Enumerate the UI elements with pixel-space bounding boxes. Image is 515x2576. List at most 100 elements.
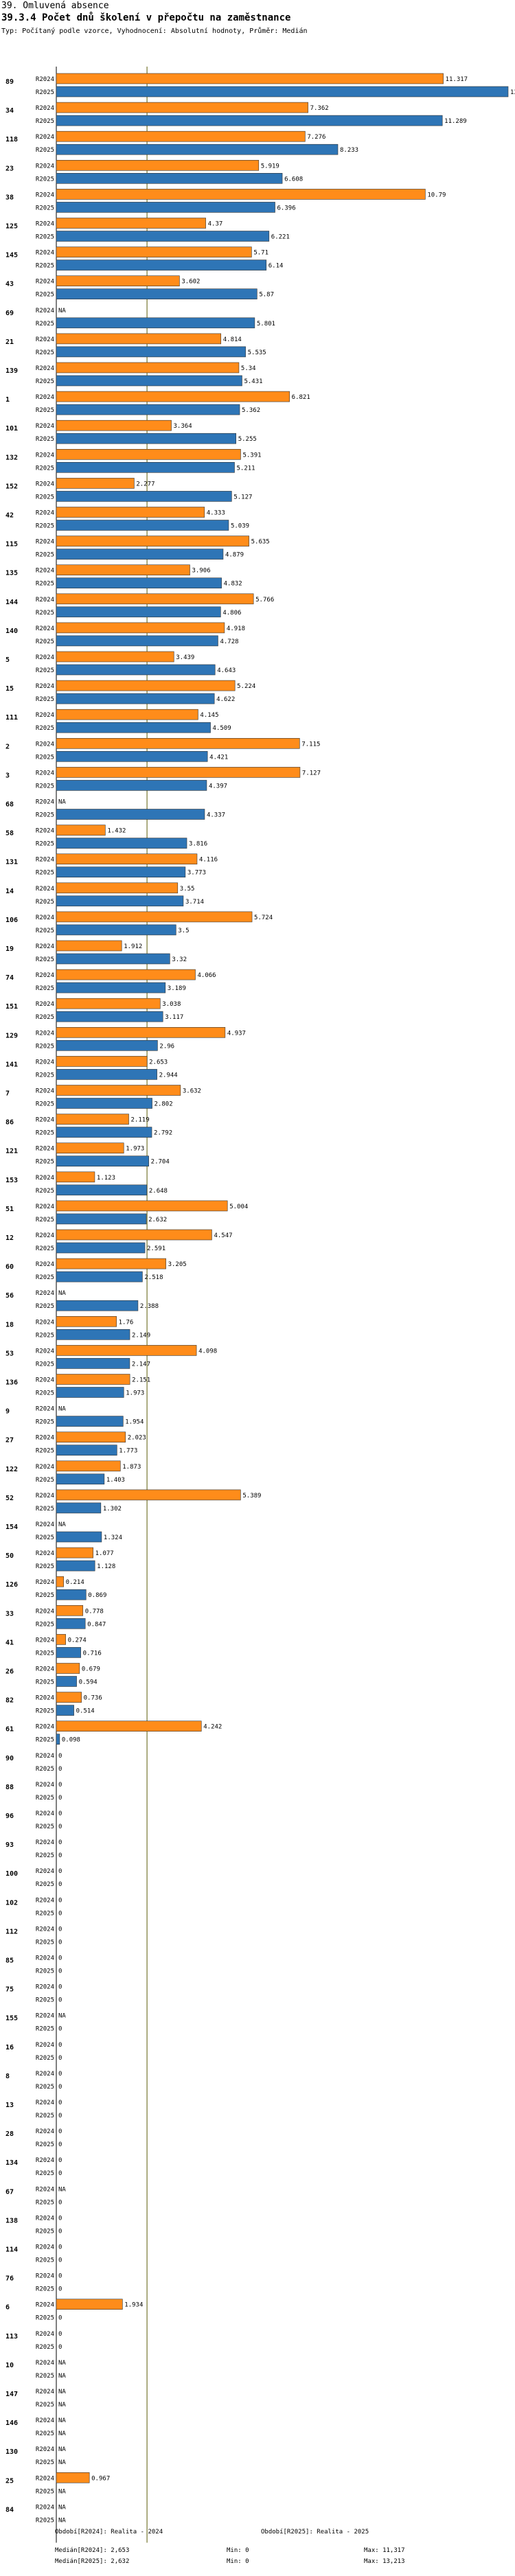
series-label: R2025 — [36, 1245, 54, 1252]
series-label: R2025 — [36, 2488, 54, 2495]
series-label: R2024 — [36, 1724, 54, 1731]
bar-r2024 — [56, 507, 205, 518]
value-label: 0 — [58, 2084, 62, 2091]
value-label: 1.934 — [124, 2302, 143, 2309]
bar-r2025 — [56, 202, 275, 213]
footer-period-2025: Období[R2025]: Realita - 2025 — [261, 2529, 369, 2535]
bar-r2024 — [56, 622, 225, 634]
series-label: R2025 — [36, 436, 54, 443]
bar-r2025 — [56, 751, 208, 762]
bar-r2025 — [56, 1531, 102, 1543]
section-heading: 39. Omluvená absence — [1, 1, 109, 11]
series-label: R2024 — [36, 510, 54, 517]
bar-r2024 — [56, 1200, 228, 1212]
series-label: R2024 — [36, 712, 54, 719]
series-label: R2024 — [36, 394, 54, 401]
bar-r2025 — [56, 260, 267, 271]
series-label: R2024 — [36, 1810, 54, 1817]
value-label: 4.509 — [213, 725, 231, 732]
series-label: R2024 — [36, 221, 54, 228]
value-label: 13.213 — [510, 89, 515, 96]
value-label: 11.317 — [446, 76, 468, 83]
bar-r2025 — [56, 1184, 148, 1196]
value-label-na: NA — [58, 1521, 66, 1528]
value-label: 5.211 — [237, 465, 255, 472]
group-label: 135 — [5, 570, 18, 577]
value-label: 1.912 — [124, 943, 142, 950]
footer-max-2024: Max: 11,317 — [364, 2547, 405, 2554]
value-label: 5.391 — [242, 452, 261, 459]
footer-median-2024: Medián[R2024]: 2,653 — [55, 2547, 130, 2554]
series-label: R2024 — [36, 163, 54, 170]
series-label: R2025 — [36, 118, 54, 125]
group-label: 130 — [5, 2448, 18, 2456]
value-label: 0 — [58, 2113, 62, 2119]
series-label: R2024 — [36, 2100, 54, 2106]
series-label: R2024 — [36, 2446, 54, 2453]
series-label: R2024 — [36, 1406, 54, 1413]
group-label: 2 — [5, 743, 10, 750]
group-label: 16 — [5, 2044, 14, 2051]
bar-r2025 — [56, 577, 222, 589]
value-label: 7.127 — [302, 770, 321, 777]
value-label: 0 — [58, 2141, 62, 2148]
series-label: R2024 — [36, 1666, 54, 1673]
series-label: R2024 — [36, 1117, 54, 1124]
series-label: R2024 — [36, 1088, 54, 1095]
series-label: R2025 — [36, 89, 54, 96]
value-label: 0 — [58, 1984, 62, 1991]
group-label: 151 — [5, 1003, 18, 1011]
group-label: 27 — [5, 1437, 14, 1445]
value-label: 6.608 — [284, 176, 303, 183]
bar-r2025 — [56, 1098, 152, 1109]
bar-r2025 — [56, 1676, 77, 1687]
bar-r2025 — [56, 86, 509, 97]
series-label: R2025 — [36, 812, 54, 819]
series-label: R2024 — [36, 1001, 54, 1008]
bar-r2024 — [56, 940, 122, 952]
group-label: 115 — [5, 541, 18, 549]
value-label: 0.514 — [76, 1708, 95, 1715]
series-label: R2025 — [36, 2517, 54, 2524]
group-label: 96 — [5, 1813, 14, 1820]
value-label: 4.066 — [197, 972, 216, 979]
series-label: R2025 — [36, 1159, 54, 1166]
value-label: 5.919 — [261, 163, 279, 170]
series-label: R2024 — [36, 2244, 54, 2251]
bar-r2024 — [56, 1547, 93, 1559]
group-label: 113 — [5, 2333, 18, 2341]
series-label: R2024 — [36, 1059, 54, 1066]
bar-r2024 — [56, 160, 260, 171]
series-label: R2024 — [36, 308, 54, 314]
bar-r2024 — [56, 1085, 181, 1096]
series-label: R2024 — [36, 1521, 54, 1528]
series-label: R2025 — [36, 1563, 54, 1570]
series-label: R2025 — [36, 639, 54, 645]
group-label: 134 — [5, 2159, 18, 2167]
bar-r2025 — [56, 1589, 87, 1600]
value-label: 0.736 — [84, 1695, 102, 1702]
value-label: 0 — [58, 2344, 62, 2351]
value-label-na: NA — [58, 2360, 66, 2367]
series-label: R2024 — [36, 134, 54, 141]
bar-r2025 — [56, 491, 232, 502]
value-label: 8.233 — [340, 147, 358, 154]
series-label: R2024 — [36, 1695, 54, 1702]
bar-r2024 — [56, 536, 249, 547]
series-label: R2025 — [36, 610, 54, 617]
series-label: R2024 — [36, 1897, 54, 1904]
series-label: R2025 — [36, 2084, 54, 2091]
series-label: R2025 — [36, 1939, 54, 1946]
bar-r2024 — [56, 1431, 126, 1442]
group-label: 86 — [5, 1119, 14, 1127]
value-label: 3.117 — [165, 1014, 183, 1021]
value-label: 2.704 — [151, 1159, 170, 1166]
group-label: 3 — [5, 772, 10, 779]
series-label: R2024 — [36, 1030, 54, 1037]
group-label: 60 — [5, 1263, 14, 1271]
value-label: 2.632 — [148, 1217, 167, 1223]
value-label-na: NA — [58, 308, 66, 314]
value-label: 3.205 — [168, 1261, 187, 1268]
value-label: 3.439 — [176, 654, 194, 661]
